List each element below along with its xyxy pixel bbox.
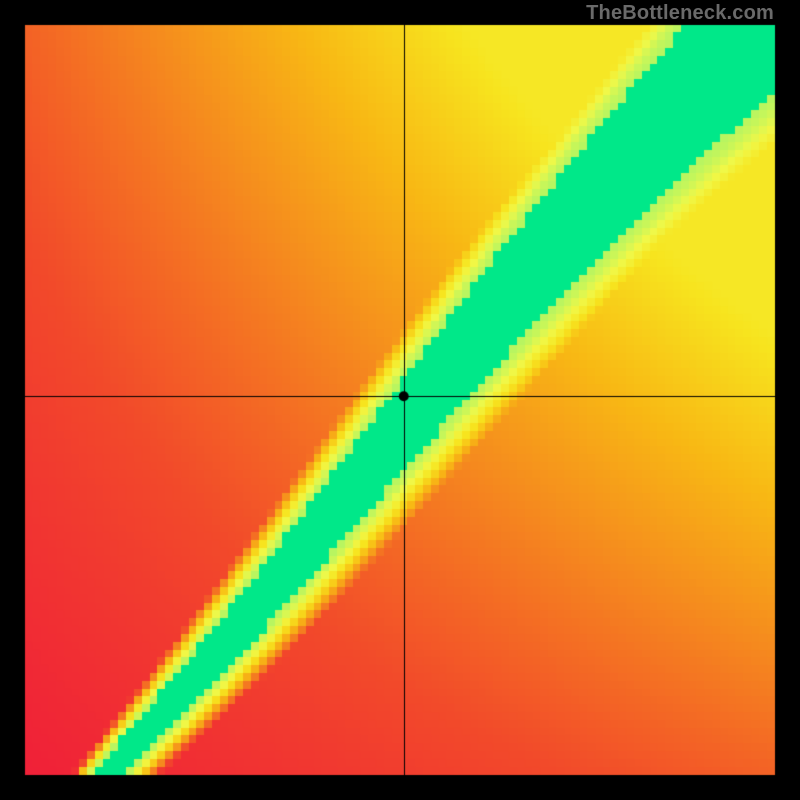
- watermark-label: TheBottleneck.com: [586, 2, 774, 25]
- chart-container: TheBottleneck.com: [0, 0, 800, 800]
- bottleneck-heatmap: [0, 0, 800, 800]
